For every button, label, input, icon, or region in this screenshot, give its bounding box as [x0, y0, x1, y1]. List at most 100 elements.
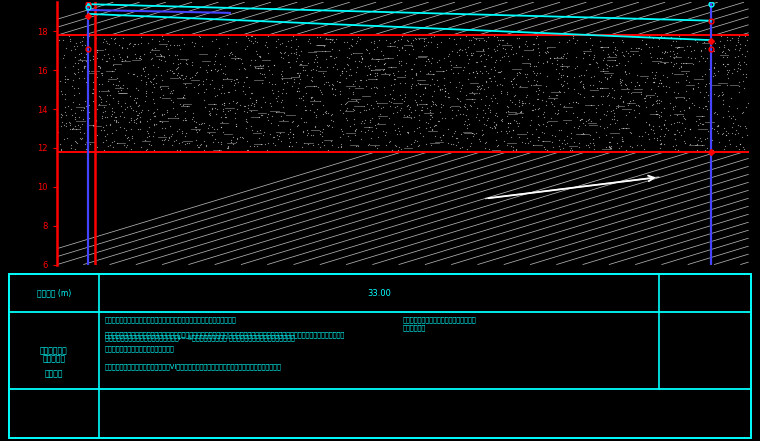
- Point: [705, 101, 717, 108]
- Point: [679, 59, 692, 66]
- Point: [437, 131, 449, 138]
- Point: [456, 82, 468, 89]
- Point: [488, 46, 500, 53]
- Point: [213, 45, 225, 52]
- Point: [670, 145, 682, 152]
- Point: [410, 90, 422, 97]
- Point: [491, 112, 503, 119]
- Point: [343, 84, 355, 91]
- Point: [740, 36, 752, 43]
- Point: [418, 37, 430, 45]
- Point: [391, 37, 404, 44]
- Point: [695, 73, 708, 80]
- Point: [158, 131, 170, 138]
- Point: [644, 93, 656, 101]
- Point: [79, 98, 91, 105]
- Point: [644, 86, 657, 93]
- Point: [146, 88, 158, 95]
- Point: [366, 55, 378, 62]
- Point: [259, 141, 271, 148]
- Point: [671, 50, 683, 57]
- Point: [442, 51, 454, 58]
- Point: [394, 79, 406, 86]
- Point: [166, 98, 179, 105]
- Point: [275, 112, 287, 120]
- Point: [94, 93, 106, 101]
- Point: [401, 112, 413, 120]
- Point: [442, 140, 454, 147]
- Point: [176, 75, 188, 82]
- Point: [540, 73, 553, 80]
- Point: [215, 90, 227, 97]
- Point: [500, 129, 512, 136]
- Point: [454, 34, 467, 41]
- Point: [273, 132, 285, 139]
- Point: [451, 135, 464, 142]
- Point: [651, 135, 663, 142]
- Point: [675, 59, 687, 66]
- Point: [709, 71, 721, 78]
- Point: [501, 142, 513, 149]
- Point: [380, 128, 392, 135]
- Point: [334, 134, 347, 141]
- Point: [513, 103, 525, 110]
- Point: [521, 135, 534, 142]
- Point: [128, 41, 141, 48]
- Point: [606, 134, 618, 141]
- Point: [496, 67, 508, 75]
- Point: [649, 89, 661, 96]
- Point: [166, 60, 179, 67]
- Point: [667, 103, 679, 110]
- Point: [527, 40, 539, 47]
- Point: [491, 47, 503, 54]
- Point: [116, 56, 128, 63]
- Point: [505, 142, 517, 149]
- Point: [394, 131, 406, 138]
- Point: [478, 85, 490, 92]
- Point: [524, 121, 536, 128]
- Point: [111, 139, 123, 146]
- Point: [546, 100, 558, 107]
- Point: [452, 69, 464, 76]
- Point: [640, 41, 652, 48]
- Point: [480, 78, 492, 86]
- Point: [672, 89, 684, 96]
- Point: [240, 116, 252, 123]
- Point: [655, 139, 667, 146]
- Point: [536, 129, 548, 136]
- Point: [599, 73, 611, 80]
- Point: [255, 112, 267, 119]
- Point: [492, 42, 504, 49]
- Point: [562, 100, 575, 107]
- Point: [310, 52, 322, 59]
- Point: [447, 140, 459, 147]
- Point: [737, 59, 749, 66]
- Point: [591, 128, 603, 135]
- Point: [147, 100, 160, 107]
- Point: [250, 97, 262, 104]
- Point: [218, 101, 230, 108]
- Point: [603, 92, 615, 99]
- Point: [720, 34, 733, 41]
- Point: [407, 127, 420, 134]
- Point: [386, 95, 398, 102]
- Point: [537, 110, 549, 117]
- Point: [500, 49, 512, 56]
- Point: [413, 112, 425, 119]
- Point: [327, 64, 339, 71]
- Point: [286, 119, 298, 126]
- Point: [106, 105, 118, 112]
- Point: [667, 37, 679, 45]
- Point: [561, 139, 573, 146]
- Point: [506, 80, 518, 87]
- Point: [460, 49, 472, 56]
- Point: [553, 69, 565, 76]
- Point: [322, 123, 334, 130]
- Point: [502, 120, 514, 127]
- Point: [451, 49, 463, 56]
- Point: [432, 57, 445, 64]
- Point: [349, 131, 361, 138]
- Point: [334, 90, 346, 97]
- Point: [551, 61, 563, 68]
- Point: [480, 138, 492, 146]
